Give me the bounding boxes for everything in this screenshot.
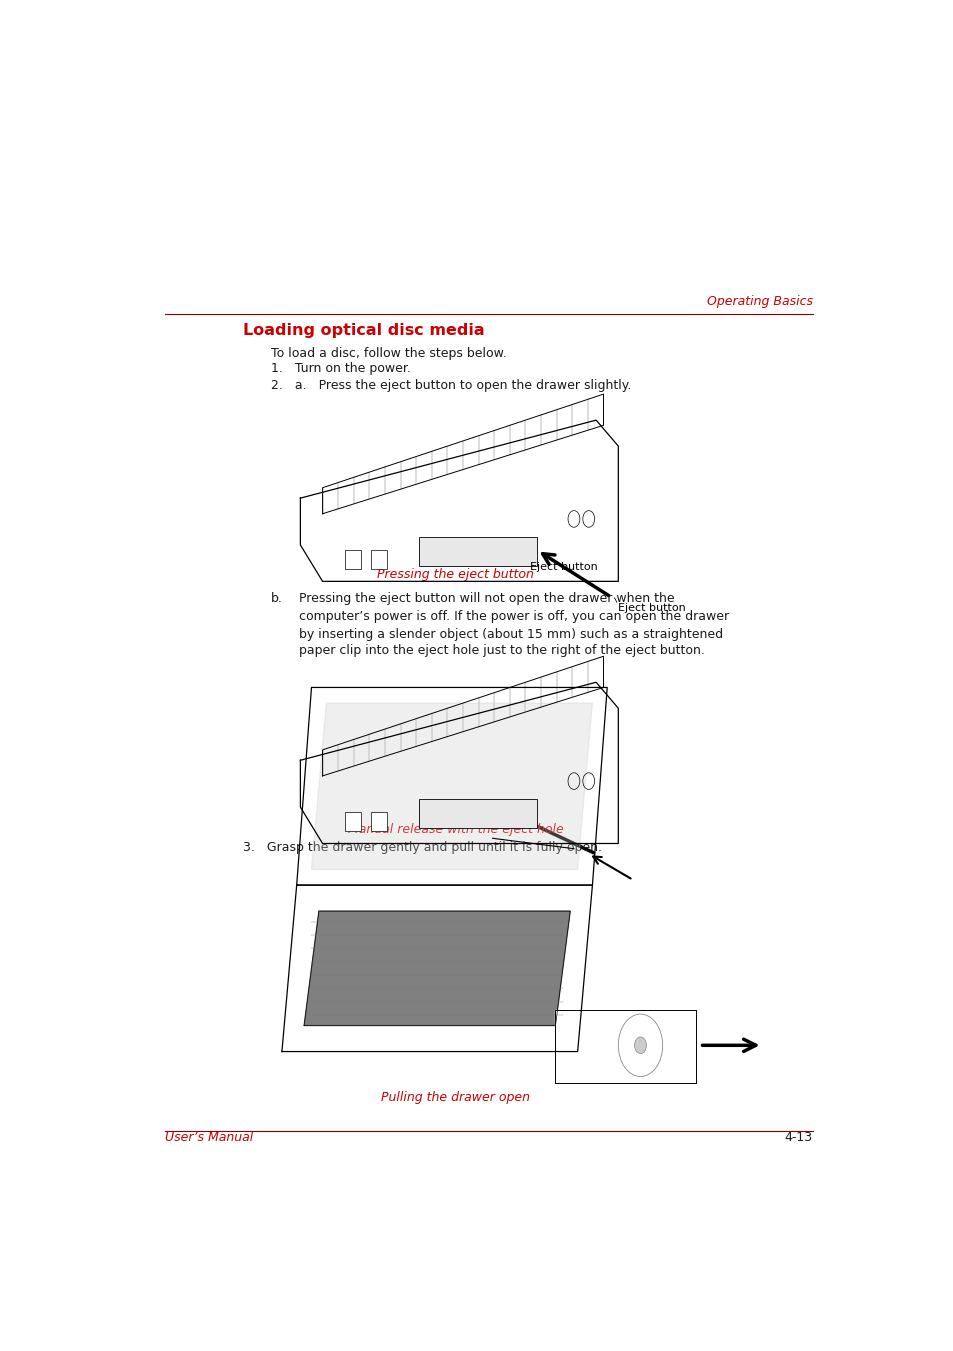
Text: by inserting a slender object (about 15 mm) such as a straightened: by inserting a slender object (about 15 …	[298, 628, 722, 640]
Text: Eject button: Eject button	[529, 562, 597, 571]
Polygon shape	[322, 657, 603, 775]
Text: computer’s power is off. If the power is off, you can open the drawer: computer’s power is off. If the power is…	[298, 609, 728, 623]
Polygon shape	[304, 911, 570, 1025]
Text: Loading optical disc media: Loading optical disc media	[243, 323, 484, 338]
Bar	[418, 798, 537, 828]
Text: Pressing the eject button will not open the drawer when the: Pressing the eject button will not open …	[298, 592, 674, 605]
Text: Manual release with the eject hole: Manual release with the eject hole	[348, 823, 563, 836]
Polygon shape	[300, 420, 618, 581]
Bar	[370, 812, 387, 831]
Polygon shape	[296, 688, 606, 885]
Text: b.: b.	[271, 592, 282, 605]
Polygon shape	[555, 1011, 696, 1082]
Text: To load a disc, follow the steps below.: To load a disc, follow the steps below.	[271, 347, 506, 359]
Text: paper clip into the eject hole just to the right of the eject button.: paper clip into the eject hole just to t…	[298, 644, 704, 658]
Text: 2.   a.   Press the eject button to open the drawer slightly.: 2. a. Press the eject button to open the…	[271, 380, 631, 392]
Text: 4-13: 4-13	[783, 1131, 812, 1144]
Text: Pulling the drawer open: Pulling the drawer open	[381, 1090, 530, 1104]
Bar	[418, 536, 537, 566]
Polygon shape	[300, 682, 618, 843]
Text: 3.   Grasp the drawer gently and pull until it is fully open.: 3. Grasp the drawer gently and pull unti…	[243, 840, 602, 854]
Bar	[344, 812, 360, 831]
Text: User’s Manual: User’s Manual	[165, 1131, 253, 1144]
Bar	[344, 550, 360, 569]
Text: Operating Basics: Operating Basics	[706, 296, 812, 308]
Text: Eject button: Eject button	[618, 603, 685, 613]
Text: Pressing the eject button: Pressing the eject button	[376, 569, 534, 581]
Polygon shape	[322, 394, 603, 513]
Polygon shape	[311, 703, 592, 870]
Text: 1.   Turn on the power.: 1. Turn on the power.	[271, 362, 410, 376]
Polygon shape	[282, 885, 592, 1051]
Circle shape	[634, 1038, 646, 1054]
Bar	[370, 550, 387, 569]
